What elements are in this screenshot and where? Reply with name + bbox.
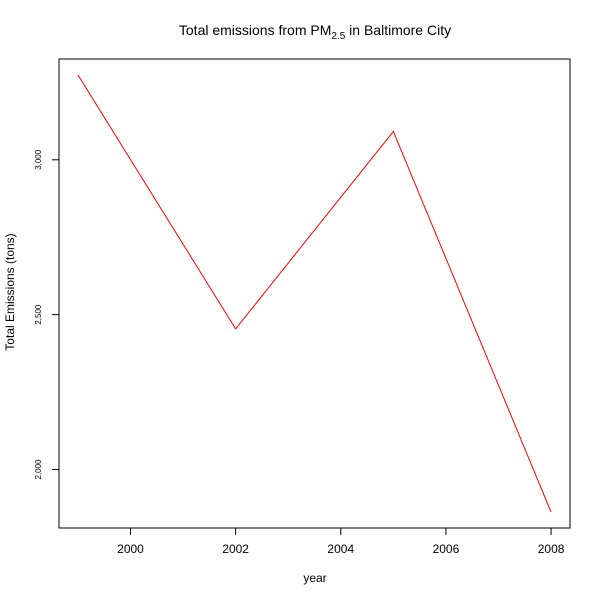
chart-title-prefix: Total emissions from PM <box>179 22 331 38</box>
x-tick-label: 2006 <box>433 542 460 556</box>
x-tick-label: 2002 <box>222 542 249 556</box>
series-line <box>77 74 552 513</box>
x-tick-label: 2004 <box>327 542 354 556</box>
y-tick-label: 3,000 <box>34 149 43 170</box>
chart-title: Total emissions from PM2.5 in Baltimore … <box>179 22 451 42</box>
y-tick-label: 2,000 <box>34 459 43 480</box>
x-axis-label: year <box>303 571 326 585</box>
plot-frame <box>58 58 571 529</box>
x-tick-label: 2008 <box>538 542 565 556</box>
y-axis: 2,000 2,500 3,000 <box>34 149 59 479</box>
x-tick-label: 2000 <box>117 542 144 556</box>
chart-title-subscript: 2.5 <box>331 31 345 42</box>
y-tick-label: 2,500 <box>34 304 43 325</box>
x-axis: 2000 2002 2004 2006 2008 <box>117 528 565 556</box>
series-layer <box>77 74 552 513</box>
y-axis-label: Total Emissions (tons) <box>3 233 17 350</box>
chart-title-suffix: in Baltimore City <box>345 22 451 38</box>
